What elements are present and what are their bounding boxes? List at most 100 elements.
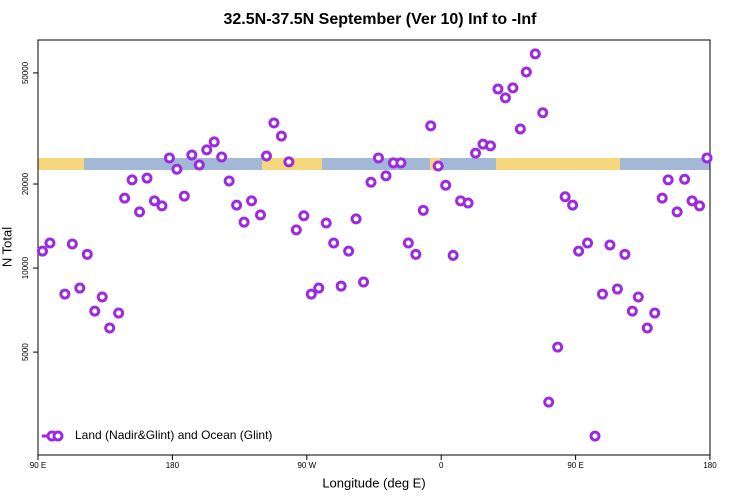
point <box>275 130 287 142</box>
point <box>44 237 56 249</box>
y-tick-label: 10000 <box>21 256 30 279</box>
point <box>96 291 108 303</box>
point <box>573 245 585 257</box>
point <box>417 204 429 216</box>
point <box>260 150 272 162</box>
point <box>410 248 422 260</box>
x-tick-label: 90 W <box>297 461 316 470</box>
point <box>208 136 220 148</box>
point <box>662 174 674 186</box>
point <box>537 107 549 119</box>
point <box>365 176 377 188</box>
point <box>611 283 623 295</box>
point <box>36 245 48 257</box>
point <box>201 144 213 156</box>
point <box>425 120 437 132</box>
legend-swatch-marker <box>52 430 64 442</box>
x-axis-label: Longitude (deg E) <box>322 475 425 490</box>
point <box>141 172 153 184</box>
point <box>89 305 101 317</box>
point <box>134 206 146 218</box>
x-tick-label: 0 <box>439 461 444 470</box>
point <box>223 175 235 187</box>
point <box>679 173 691 185</box>
point <box>447 249 459 261</box>
point <box>552 341 564 353</box>
point <box>520 66 532 78</box>
point <box>589 430 601 442</box>
point <box>582 237 594 249</box>
point <box>632 291 644 303</box>
point <box>694 200 706 212</box>
point <box>402 237 414 249</box>
point <box>559 191 571 203</box>
x-tick-label: 180 <box>703 461 717 470</box>
point <box>328 237 340 249</box>
point <box>350 213 362 225</box>
point <box>255 209 267 221</box>
point <box>686 195 698 207</box>
point <box>619 248 631 260</box>
point <box>372 152 384 164</box>
point <box>567 199 579 211</box>
point <box>104 322 116 334</box>
plot-frame <box>37 39 711 456</box>
point <box>231 199 243 211</box>
point <box>358 276 370 288</box>
x-tick-label: 90 E <box>567 461 583 470</box>
point <box>178 190 190 202</box>
point <box>499 92 511 104</box>
legend-label: Land (Nadir&Glint) and Ocean (Glint) <box>75 428 272 442</box>
point <box>320 217 332 229</box>
point <box>701 152 713 164</box>
point <box>74 282 86 294</box>
point <box>514 123 526 135</box>
x-tick-label: 90 E <box>30 461 46 470</box>
point <box>156 200 168 212</box>
point <box>216 151 228 163</box>
point <box>171 163 183 175</box>
point <box>193 159 205 171</box>
point <box>148 195 160 207</box>
point <box>126 174 138 186</box>
point <box>113 307 125 319</box>
point <box>529 48 541 60</box>
y-axis-label: N Total <box>0 227 14 267</box>
point <box>163 152 175 164</box>
point <box>470 147 482 159</box>
point <box>246 195 258 207</box>
point <box>186 149 198 161</box>
point <box>313 282 325 294</box>
point <box>268 117 280 129</box>
point <box>440 179 452 191</box>
point <box>335 280 347 292</box>
point <box>626 305 638 317</box>
point <box>604 239 616 251</box>
point <box>238 216 250 228</box>
point <box>305 288 317 300</box>
point <box>298 210 310 222</box>
point <box>59 288 71 300</box>
y-tick-label: 50000 <box>21 61 30 84</box>
y-tick-label: 20000 <box>21 172 30 195</box>
point <box>671 206 683 218</box>
point <box>656 192 668 204</box>
point <box>432 160 444 172</box>
point <box>81 248 93 260</box>
point <box>484 140 496 152</box>
point <box>507 82 519 94</box>
point <box>380 170 392 182</box>
point <box>119 192 131 204</box>
point <box>283 156 295 168</box>
chart-title: 32.5N-37.5N September (Ver 10) Inf to -I… <box>224 11 538 28</box>
point <box>641 322 653 334</box>
point <box>343 245 355 257</box>
x-tick-label: 180 <box>166 461 180 470</box>
point <box>649 307 661 319</box>
point <box>66 238 78 250</box>
point <box>462 197 474 209</box>
point <box>543 396 555 408</box>
point <box>395 157 407 169</box>
point <box>492 83 504 95</box>
